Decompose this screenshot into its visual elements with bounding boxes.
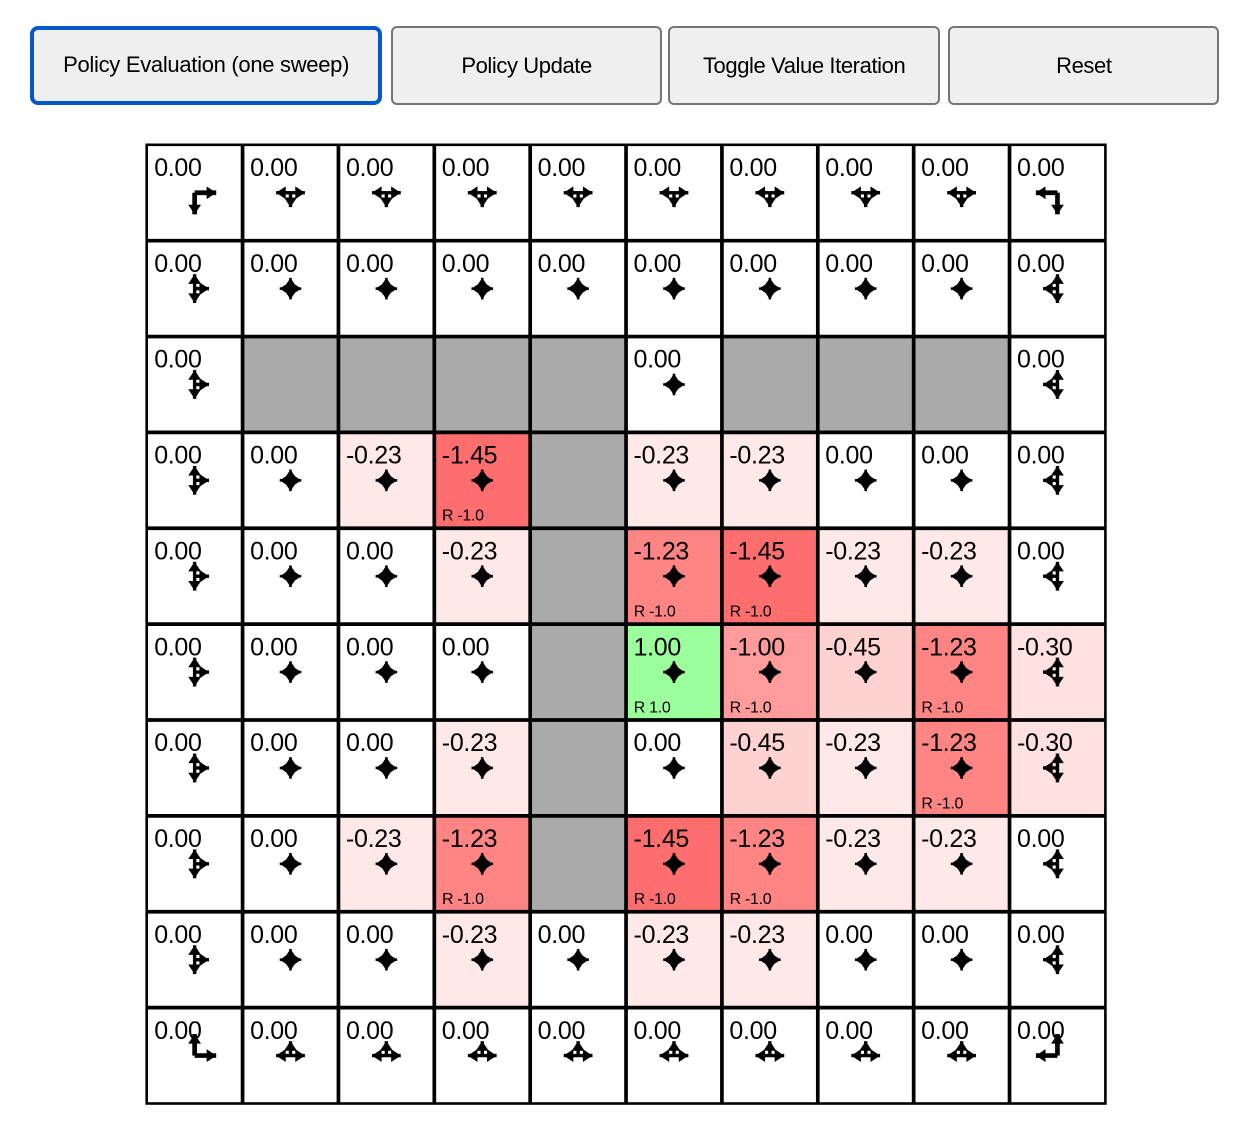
svg-text:0.00: 0.00 <box>825 250 872 278</box>
svg-text:0.00: 0.00 <box>154 346 201 374</box>
svg-text:-0.30: -0.30 <box>1017 633 1072 661</box>
svg-text:-1.23: -1.23 <box>729 825 784 853</box>
svg-text:R -1.0: R -1.0 <box>730 604 772 621</box>
svg-text:0.00: 0.00 <box>1017 442 1064 470</box>
svg-text:0.00: 0.00 <box>538 154 585 182</box>
svg-text:0.00: 0.00 <box>250 1017 297 1045</box>
svg-text:0.00: 0.00 <box>154 729 201 757</box>
svg-text:-1.00: -1.00 <box>729 633 784 661</box>
svg-text:R -1.0: R -1.0 <box>442 508 484 525</box>
svg-text:0.00: 0.00 <box>154 633 201 661</box>
svg-text:R -1.0: R -1.0 <box>634 604 676 621</box>
svg-text:-0.23: -0.23 <box>921 825 976 853</box>
svg-text:-0.23: -0.23 <box>729 921 784 949</box>
svg-text:0.00: 0.00 <box>250 442 297 470</box>
svg-text:0.00: 0.00 <box>921 442 968 470</box>
svg-text:-1.23: -1.23 <box>921 633 976 661</box>
svg-text:-1.23: -1.23 <box>634 537 689 565</box>
svg-text:0.00: 0.00 <box>250 921 297 949</box>
svg-text:R -1.0: R -1.0 <box>634 891 676 908</box>
svg-text:0.00: 0.00 <box>1017 250 1064 278</box>
svg-text:0.00: 0.00 <box>346 921 393 949</box>
svg-text:0.00: 0.00 <box>154 442 201 470</box>
svg-text:0.00: 0.00 <box>634 250 681 278</box>
svg-text:0.00: 0.00 <box>538 250 585 278</box>
svg-text:0.00: 0.00 <box>250 154 297 182</box>
svg-text:-1.23: -1.23 <box>921 729 976 757</box>
svg-text:0.00: 0.00 <box>921 921 968 949</box>
svg-text:-0.23: -0.23 <box>634 442 689 470</box>
svg-text:-0.45: -0.45 <box>825 633 880 661</box>
svg-text:0.00: 0.00 <box>825 442 872 470</box>
svg-text:0.00: 0.00 <box>346 250 393 278</box>
svg-text:-0.23: -0.23 <box>825 537 880 565</box>
svg-text:-1.45: -1.45 <box>729 537 784 565</box>
svg-text:1.00: 1.00 <box>634 633 681 661</box>
svg-text:0.00: 0.00 <box>1017 537 1064 565</box>
svg-text:0.00: 0.00 <box>250 537 297 565</box>
svg-text:0.00: 0.00 <box>921 1017 968 1045</box>
svg-text:0.00: 0.00 <box>634 1017 681 1045</box>
svg-text:0.00: 0.00 <box>346 729 393 757</box>
svg-text:-1.45: -1.45 <box>634 825 689 853</box>
svg-text:0.00: 0.00 <box>154 825 201 853</box>
svg-text:-0.23: -0.23 <box>825 729 880 757</box>
svg-text:0.00: 0.00 <box>825 154 872 182</box>
svg-text:0.00: 0.00 <box>442 250 489 278</box>
svg-text:R -1.0: R -1.0 <box>442 891 484 908</box>
svg-text:-0.23: -0.23 <box>729 442 784 470</box>
svg-text:0.00: 0.00 <box>250 250 297 278</box>
svg-text:-0.23: -0.23 <box>921 537 976 565</box>
svg-text:0.00: 0.00 <box>538 1017 585 1045</box>
svg-text:0.00: 0.00 <box>346 154 393 182</box>
svg-text:-0.23: -0.23 <box>442 537 497 565</box>
svg-text:0.00: 0.00 <box>154 537 201 565</box>
svg-text:0.00: 0.00 <box>634 346 681 374</box>
svg-text:-0.23: -0.23 <box>442 921 497 949</box>
svg-text:0.00: 0.00 <box>346 633 393 661</box>
svg-text:0.00: 0.00 <box>154 154 201 182</box>
svg-text:0.00: 0.00 <box>250 633 297 661</box>
svg-text:0.00: 0.00 <box>825 921 872 949</box>
svg-text:0.00: 0.00 <box>154 921 201 949</box>
svg-text:-0.23: -0.23 <box>346 442 401 470</box>
svg-text:-0.45: -0.45 <box>729 729 784 757</box>
svg-text:0.00: 0.00 <box>634 729 681 757</box>
svg-text:0.00: 0.00 <box>346 537 393 565</box>
svg-text:0.00: 0.00 <box>1017 921 1064 949</box>
svg-text:0.00: 0.00 <box>825 1017 872 1045</box>
svg-text:0.00: 0.00 <box>250 825 297 853</box>
svg-text:-1.23: -1.23 <box>442 825 497 853</box>
svg-text:0.00: 0.00 <box>1017 346 1064 374</box>
svg-text:-0.30: -0.30 <box>1017 729 1072 757</box>
svg-text:0.00: 0.00 <box>346 1017 393 1045</box>
svg-text:-0.23: -0.23 <box>825 825 880 853</box>
svg-text:0.00: 0.00 <box>729 1017 776 1045</box>
svg-text:0.00: 0.00 <box>1017 825 1064 853</box>
svg-text:0.00: 0.00 <box>154 250 201 278</box>
svg-text:0.00: 0.00 <box>442 154 489 182</box>
svg-text:-0.23: -0.23 <box>346 825 401 853</box>
svg-text:-0.23: -0.23 <box>442 729 497 757</box>
svg-text:0.00: 0.00 <box>538 921 585 949</box>
svg-text:0.00: 0.00 <box>729 154 776 182</box>
svg-text:0.00: 0.00 <box>729 250 776 278</box>
svg-text:0.00: 0.00 <box>442 1017 489 1045</box>
svg-text:0.00: 0.00 <box>250 729 297 757</box>
svg-text:-0.23: -0.23 <box>634 921 689 949</box>
svg-text:-1.45: -1.45 <box>442 442 497 470</box>
svg-text:R -1.0: R -1.0 <box>730 699 772 716</box>
svg-text:0.00: 0.00 <box>921 250 968 278</box>
svg-text:R -1.0: R -1.0 <box>921 795 963 812</box>
svg-text:R -1.0: R -1.0 <box>730 891 772 908</box>
svg-text:0.00: 0.00 <box>921 154 968 182</box>
svg-text:R 1.0: R 1.0 <box>634 699 671 716</box>
svg-text:R -1.0: R -1.0 <box>921 699 963 716</box>
svg-text:0.00: 0.00 <box>634 154 681 182</box>
svg-text:0.00: 0.00 <box>1017 154 1064 182</box>
svg-text:0.00: 0.00 <box>442 633 489 661</box>
